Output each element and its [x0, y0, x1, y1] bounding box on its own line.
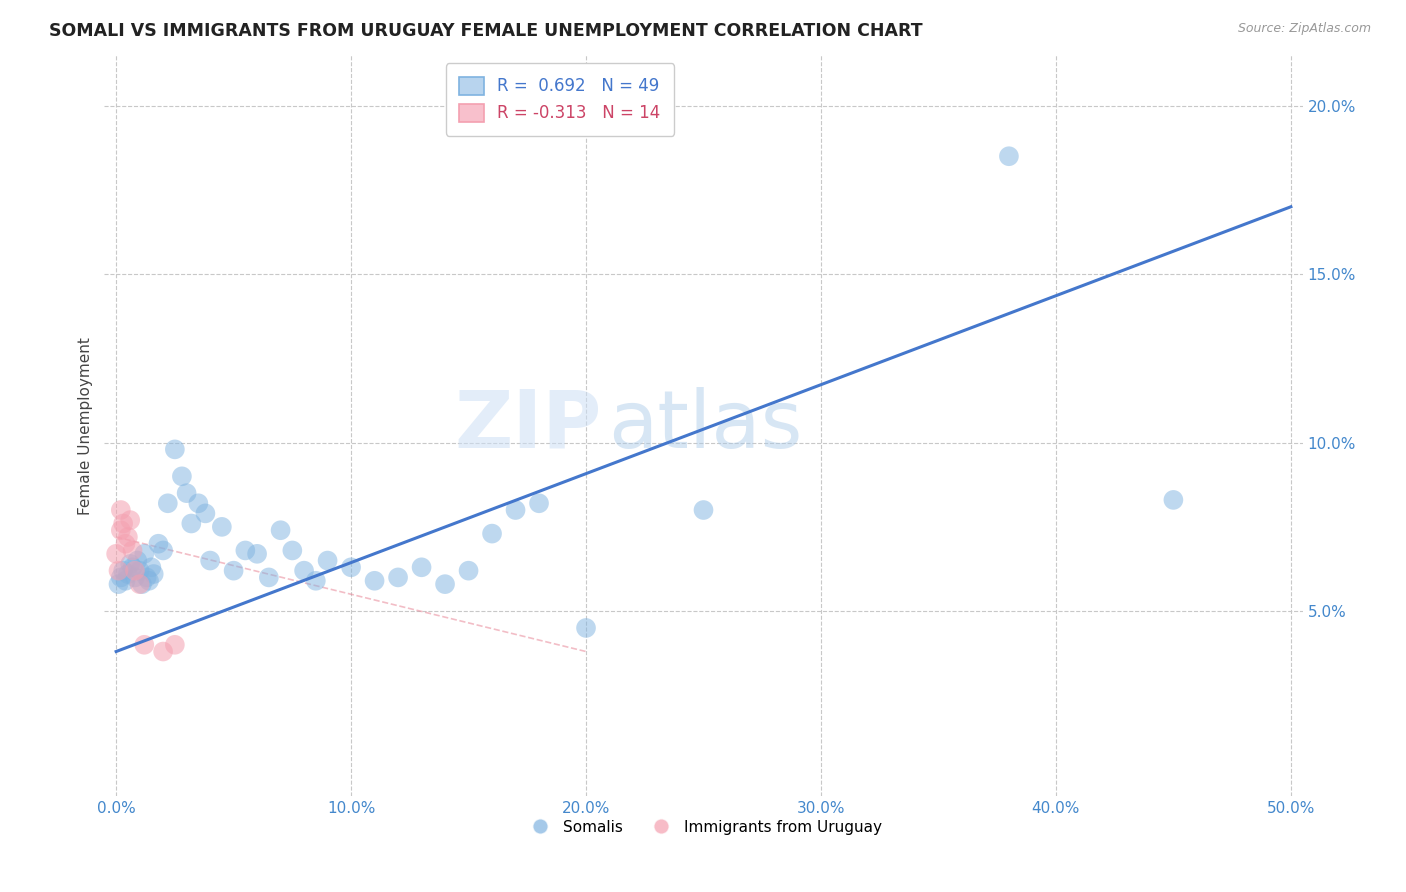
Point: [363, 574, 385, 588]
Point: [176, 486, 198, 500]
Point: [387, 570, 409, 584]
Point: [998, 149, 1021, 163]
Text: SOMALI VS IMMIGRANTS FROM URUGUAY FEMALE UNEMPLOYMENT CORRELATION CHART: SOMALI VS IMMIGRANTS FROM URUGUAY FEMALE…: [49, 22, 922, 40]
Point: [1163, 492, 1185, 507]
Point: [114, 537, 136, 551]
Point: [124, 570, 146, 584]
Point: [156, 496, 179, 510]
Point: [481, 526, 503, 541]
Point: [110, 523, 132, 537]
Point: [411, 560, 433, 574]
Point: [180, 516, 202, 531]
Point: [107, 564, 129, 578]
Point: [128, 564, 150, 578]
Point: [114, 574, 136, 588]
Point: [127, 553, 149, 567]
Point: [110, 503, 132, 517]
Point: [110, 570, 132, 584]
Point: [152, 543, 174, 558]
Point: [107, 577, 129, 591]
Point: [121, 560, 143, 574]
Point: [138, 574, 160, 588]
Point: [135, 570, 157, 584]
Point: [257, 570, 280, 584]
Point: [112, 516, 135, 531]
Point: [246, 547, 269, 561]
Point: [120, 513, 142, 527]
Legend: Somalis, Immigrants from Uruguay: Somalis, Immigrants from Uruguay: [519, 814, 889, 840]
Point: [120, 557, 142, 571]
Text: atlas: atlas: [607, 387, 801, 465]
Point: [527, 496, 550, 510]
Point: [305, 574, 328, 588]
Point: [128, 577, 150, 591]
Point: [112, 564, 135, 578]
Point: [124, 564, 146, 578]
Point: [170, 469, 193, 483]
Point: [235, 543, 257, 558]
Point: [434, 577, 457, 591]
Point: [292, 564, 315, 578]
Point: [270, 523, 292, 537]
Point: [152, 644, 174, 658]
Point: [457, 564, 479, 578]
Point: [692, 503, 714, 517]
Point: [163, 442, 186, 457]
Point: [131, 577, 153, 591]
Point: [505, 503, 527, 517]
Point: [281, 543, 304, 558]
Point: [187, 496, 209, 510]
Point: [134, 638, 156, 652]
Point: [211, 520, 233, 534]
Point: [163, 638, 186, 652]
Point: [222, 564, 245, 578]
Point: [198, 553, 221, 567]
Point: [340, 560, 363, 574]
Point: [117, 530, 139, 544]
Point: [575, 621, 598, 635]
Point: [148, 537, 170, 551]
Point: [194, 507, 217, 521]
Text: Source: ZipAtlas.com: Source: ZipAtlas.com: [1237, 22, 1371, 36]
Point: [142, 567, 165, 582]
Point: [117, 567, 139, 582]
Point: [105, 547, 128, 561]
Text: ZIP: ZIP: [454, 387, 602, 465]
Point: [316, 553, 339, 567]
Point: [121, 543, 143, 558]
Y-axis label: Female Unemployment: Female Unemployment: [79, 337, 93, 515]
Point: [134, 547, 156, 561]
Point: [141, 560, 163, 574]
